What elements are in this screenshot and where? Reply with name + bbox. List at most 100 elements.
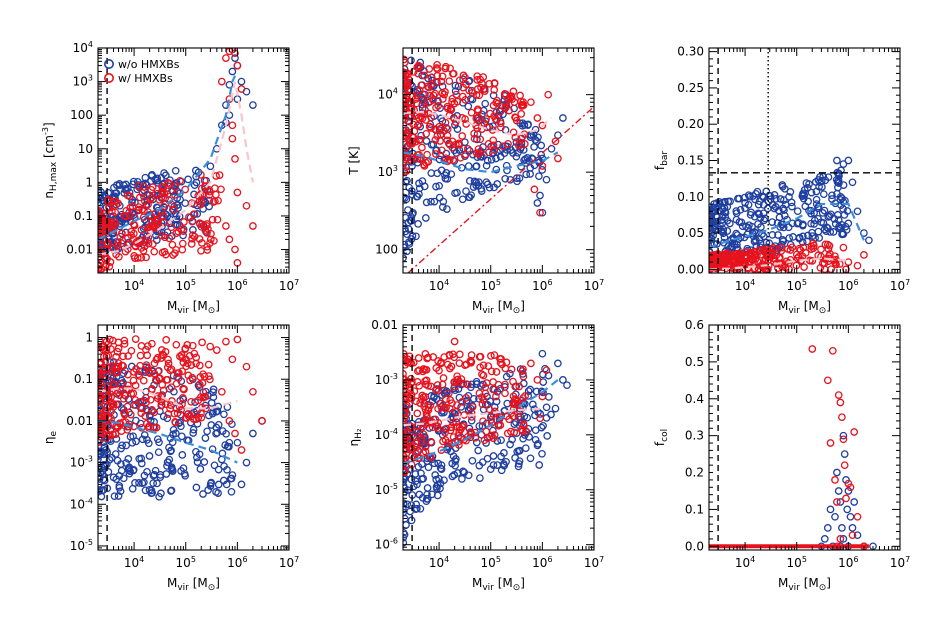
median-curve-1 [403, 407, 543, 427]
data-point [186, 376, 194, 385]
data-point [831, 512, 839, 521]
legend-label: w/o HMXBs [118, 58, 180, 71]
data-point [136, 351, 145, 360]
data-point [532, 137, 541, 146]
data-point [817, 245, 825, 254]
data-point [223, 465, 231, 474]
data-point [497, 123, 505, 132]
data-point [409, 120, 418, 129]
data-point [154, 448, 163, 457]
y-tick-label: 0.4 [685, 392, 704, 406]
data-point [467, 413, 476, 421]
data-point [414, 61, 423, 70]
data-point [479, 143, 487, 151]
plot-area [403, 48, 594, 273]
data-point [715, 261, 723, 270]
data-point [442, 395, 450, 404]
data-point [436, 484, 444, 493]
data-point [547, 410, 555, 419]
data-point [713, 213, 721, 222]
data-point [438, 72, 447, 81]
data-point [439, 374, 448, 382]
data-point [427, 438, 436, 446]
data-point [112, 475, 121, 484]
data-point [413, 121, 422, 130]
data-point [435, 181, 444, 190]
data-point [431, 150, 440, 158]
data-point [414, 427, 423, 436]
data-point [433, 491, 442, 500]
data-point [249, 387, 257, 396]
data-point [470, 129, 478, 138]
data-point [163, 363, 172, 372]
data-point [533, 376, 542, 384]
data-point [464, 102, 473, 111]
data-point [411, 470, 420, 478]
data-point [424, 463, 433, 472]
data-point [442, 403, 450, 412]
data-point [466, 404, 475, 413]
data-point [130, 252, 139, 260]
data-point [493, 461, 502, 469]
data-point [131, 396, 140, 404]
data-point [112, 181, 121, 189]
data-point [449, 433, 458, 441]
data-point [139, 376, 148, 385]
data-point [178, 239, 187, 248]
data-point [819, 172, 828, 181]
data-point [526, 454, 535, 463]
legend-marker-red [104, 73, 115, 84]
data-point [825, 241, 834, 250]
data-point [145, 452, 154, 460]
data-point [506, 175, 515, 184]
data-point [163, 458, 172, 466]
data-point [467, 358, 475, 367]
data-point [789, 233, 797, 241]
x-tick-label: 104 [429, 555, 449, 570]
data-point [497, 466, 506, 475]
data-point [444, 439, 452, 447]
y-tick-label: 0.05 [677, 226, 704, 240]
panel-top-middle: 104 105 106 107 100 103 104 Mvir [M⊙] T [K] [347, 47, 604, 316]
data-point [111, 430, 120, 439]
data-point [178, 354, 186, 362]
data-point [838, 413, 846, 422]
data-point [431, 471, 440, 479]
data-point [467, 351, 476, 359]
data-point [206, 235, 215, 244]
data-point [484, 362, 493, 370]
data-point [190, 232, 199, 241]
data-point [826, 228, 835, 236]
data-point [98, 188, 105, 196]
data-point [432, 364, 441, 372]
data-point [144, 364, 152, 373]
data-point [559, 376, 567, 384]
y-tick-label: 10 [78, 142, 93, 156]
data-point [421, 105, 429, 114]
data-point [179, 227, 188, 235]
data-point [518, 427, 527, 436]
data-point [231, 155, 239, 163]
data-point [514, 412, 523, 421]
data-point [474, 113, 483, 122]
data-point [512, 152, 521, 161]
data-point [445, 351, 454, 360]
data-point [843, 505, 852, 514]
data-point [184, 412, 193, 421]
data-point [119, 362, 127, 370]
data-point [152, 236, 161, 244]
data-point [456, 153, 465, 162]
data-point [403, 521, 410, 529]
data-point [418, 493, 427, 502]
data-point [839, 435, 848, 444]
data-point [715, 198, 724, 206]
data-point [836, 498, 845, 506]
data-point [536, 208, 544, 217]
data-point [438, 380, 447, 389]
data-point [403, 416, 407, 425]
data-point [770, 191, 779, 199]
y-tick-label: 0.00 [677, 262, 704, 276]
data-point [501, 380, 509, 389]
data-point [446, 64, 454, 73]
data-point [478, 393, 486, 401]
